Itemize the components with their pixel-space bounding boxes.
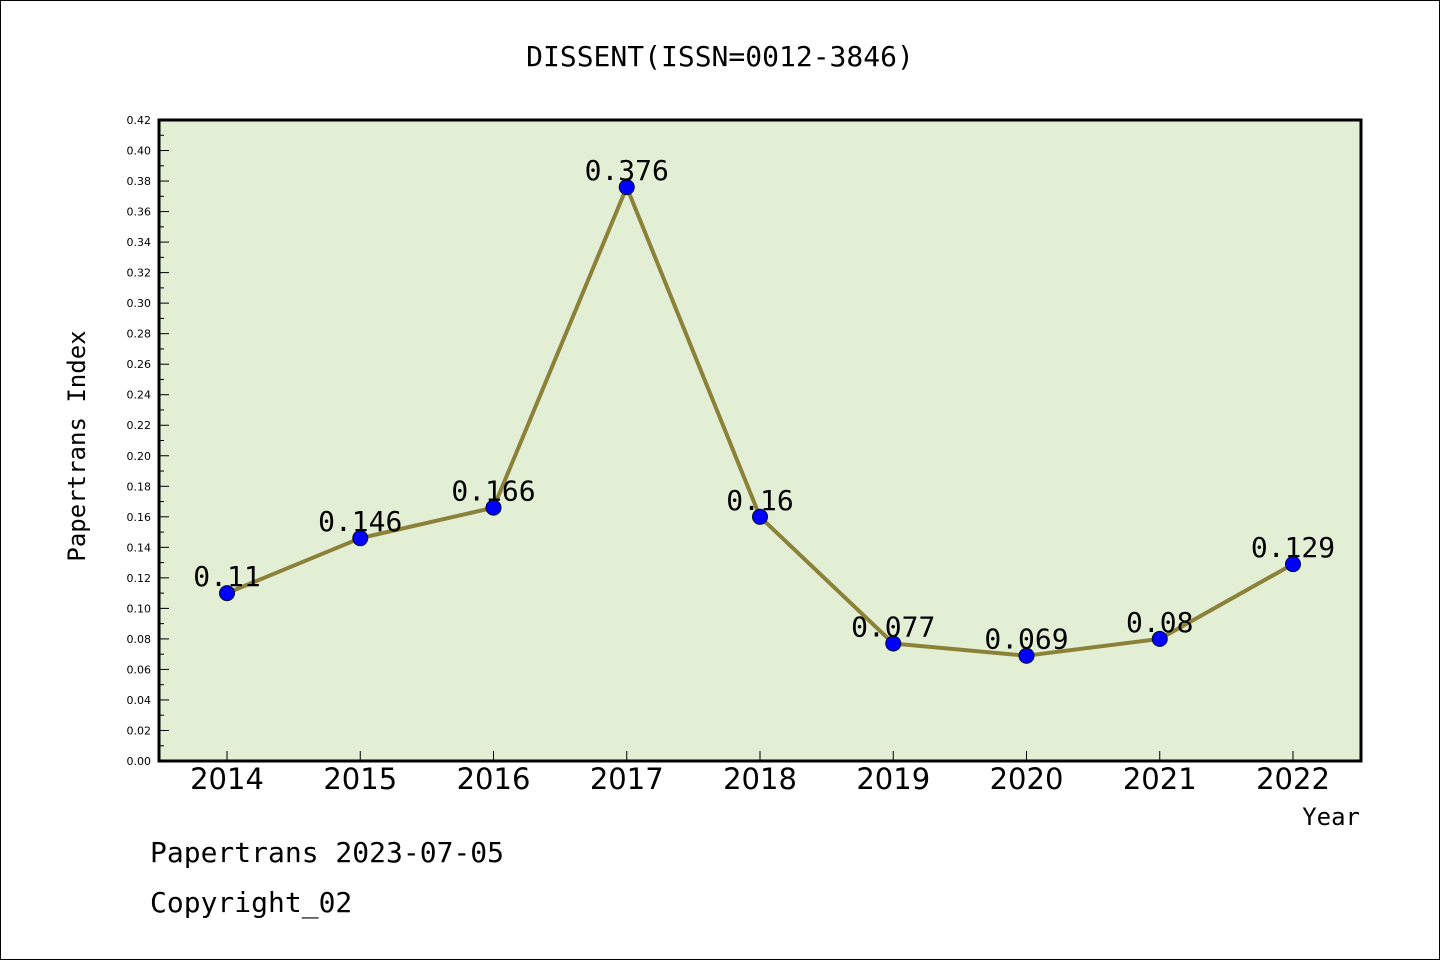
y-tick-label: 0.00 <box>127 755 152 768</box>
y-axis-label: Papertrans Index <box>63 330 91 561</box>
data-label: 0.08 <box>1126 606 1193 639</box>
data-label: 0.129 <box>1251 531 1335 564</box>
y-tick-label: 0.18 <box>127 480 152 493</box>
data-point <box>752 508 768 525</box>
y-tick-label: 0.06 <box>127 663 152 676</box>
y-tick-label: 0.24 <box>127 389 152 402</box>
data-label: 0.069 <box>984 623 1068 656</box>
data-label: 0.146 <box>318 505 402 538</box>
y-tick-label: 0.14 <box>127 541 152 554</box>
data-label: 0.16 <box>726 484 793 517</box>
y-tick-label: 0.32 <box>127 267 152 280</box>
x-tick-label: 2016 <box>457 762 531 796</box>
y-tick-label: 0.02 <box>127 724 152 737</box>
data-point <box>618 179 635 196</box>
data-point <box>1285 556 1301 573</box>
footer-source: Papertrans 2023-07-05 <box>150 836 505 869</box>
y-tick-label: 0.10 <box>127 602 152 615</box>
y-tick-label: 0.04 <box>127 694 152 707</box>
data-labels: 0.11 0.146 0.166 0.376 0.16 0.077 0.069 0.08 0.1… <box>193 154 1335 656</box>
data-label: 0.376 <box>585 154 669 187</box>
footer-copyright: Copyright_02 <box>150 886 353 919</box>
data-point <box>219 585 235 602</box>
data-label: 0.077 <box>851 610 935 643</box>
y-tick-label: 0.34 <box>127 236 152 249</box>
y-tick-label: 0.40 <box>127 145 152 158</box>
x-tick-label: 2021 <box>1123 762 1197 796</box>
x-tick-label: 2019 <box>856 762 930 796</box>
y-tick-label: 0.16 <box>127 511 152 524</box>
data-point <box>352 530 369 547</box>
y-tick-label: 0.28 <box>127 328 152 341</box>
y-tick-label: 0.38 <box>127 175 152 188</box>
x-tick-label: 2017 <box>590 762 664 796</box>
y-tick-label: 0.20 <box>127 450 152 463</box>
x-tick-label: 2015 <box>323 762 397 796</box>
y-tick-label: 0.08 <box>127 633 152 646</box>
y-tick-label: 0.30 <box>127 297 152 310</box>
data-label: 0.166 <box>451 475 535 508</box>
x-tick-label: 2020 <box>990 762 1064 796</box>
y-tick-label: 0.36 <box>127 206 152 219</box>
data-point <box>1018 647 1035 664</box>
y-tick-label: 0.26 <box>127 358 152 371</box>
y-tick-label: 0.12 <box>127 572 152 585</box>
data-point <box>885 635 902 652</box>
plot-area <box>157 118 1363 763</box>
y-tick-label: 0.42 <box>127 114 152 127</box>
y-tick-label: 0.22 <box>127 419 152 432</box>
x-tick-label: 2014 <box>190 762 264 796</box>
data-point <box>1151 630 1168 647</box>
data-label: 0.11 <box>193 560 260 593</box>
x-axis-label: Year <box>1302 803 1360 831</box>
data-point <box>485 499 502 516</box>
x-axis-ticks: 2014 2015 2016 2017 2018 2019 2020 2021 2022 <box>190 751 1330 796</box>
y-axis-ticks: 0.00 0.02 0.04 0.06 0.08 0.10 0.12 0.14 0.16 0.18… <box>127 114 169 768</box>
chart-title: DISSENT(ISSN=0012-3846) <box>526 40 914 73</box>
data-points <box>219 179 1301 664</box>
x-tick-label: 2018 <box>723 762 797 796</box>
x-tick-label: 2022 <box>1256 762 1330 796</box>
